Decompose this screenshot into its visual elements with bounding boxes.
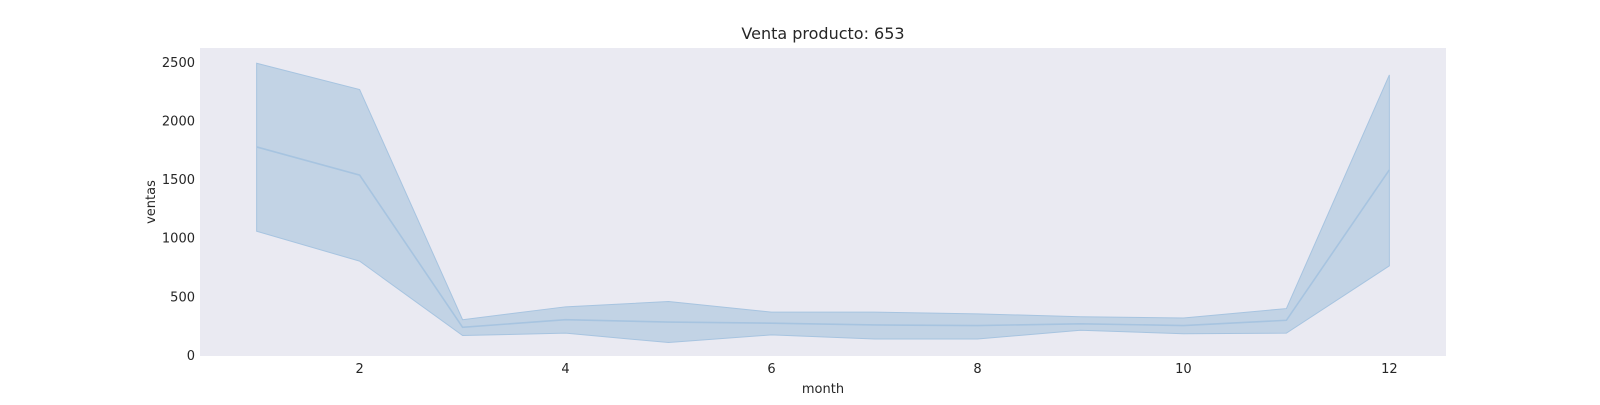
y-axis-label: ventas — [144, 180, 159, 224]
confidence-band — [256, 62, 1390, 344]
confidence-band-layer — [256, 62, 1390, 344]
x-tick-label: 2 — [355, 362, 363, 377]
x-tick-label: 4 — [561, 362, 569, 377]
series-line-layer — [256, 146, 1391, 329]
x-tick-label: 10 — [1175, 362, 1192, 377]
x-tick-label: 12 — [1381, 362, 1398, 377]
y-tick-label: 2000 — [162, 115, 195, 130]
y-tick-label: 1500 — [162, 173, 195, 188]
y-tick-label: 500 — [170, 290, 195, 305]
x-tick-label: 6 — [767, 362, 775, 377]
chart-title: Venta producto: 653 — [741, 24, 904, 43]
x-axis-label: month — [802, 382, 844, 397]
x-tick-label: 8 — [973, 362, 981, 377]
y-tick-label: 1000 — [162, 232, 195, 247]
y-tick-label: 2500 — [162, 56, 195, 71]
y-tick-label: 0 — [187, 349, 195, 364]
series-line — [256, 146, 1391, 329]
y-axis-ticks: 0 500 1000 1500 2000 2500 — [162, 56, 195, 364]
x-axis-ticks: 2 4 6 8 10 12 — [355, 362, 1397, 377]
